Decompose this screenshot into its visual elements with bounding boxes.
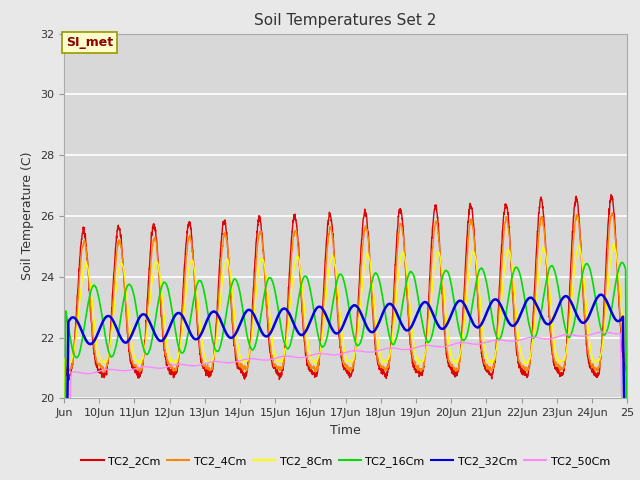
TC2_2Cm [617,335,625,341]
TC2_50Cm [418,343,426,349]
TC2_32Cm [468,317,476,323]
Line: TC2_4Cm: TC2_4Cm [64,213,627,480]
TC2_8Cm [537,252,545,258]
TC2_2Cm [468,204,476,210]
TC2_50Cm [600,329,608,335]
TC2_32Cm [504,317,511,323]
TC2_2Cm [418,371,426,377]
TC2_16Cm [537,310,545,315]
TC2_2Cm [537,194,545,200]
TC2_4Cm [175,350,183,356]
Y-axis label: Soil Temperature (C): Soil Temperature (C) [22,152,35,280]
TC2_4Cm [608,210,616,216]
TC2_32Cm [418,301,426,307]
TC2_50Cm [617,364,625,370]
TC2_50Cm [504,338,511,344]
Title: Soil Temperatures Set 2: Soil Temperatures Set 2 [255,13,436,28]
Text: SI_met: SI_met [66,36,113,49]
Line: TC2_2Cm: TC2_2Cm [64,195,627,480]
Line: TC2_32Cm: TC2_32Cm [64,295,627,480]
TC2_2Cm [504,204,511,210]
TC2_8Cm [418,360,426,365]
TC2_50Cm [537,336,545,341]
Legend: TC2_2Cm, TC2_4Cm, TC2_8Cm, TC2_16Cm, TC2_32Cm, TC2_50Cm: TC2_2Cm, TC2_4Cm, TC2_8Cm, TC2_16Cm, TC2… [77,451,614,471]
TC2_8Cm [610,240,618,246]
Line: TC2_8Cm: TC2_8Cm [64,243,627,480]
TC2_32Cm [537,312,545,318]
TC2_50Cm [468,341,476,347]
Line: TC2_50Cm: TC2_50Cm [64,332,627,480]
TC2_8Cm [468,252,476,258]
TC2_32Cm [598,292,605,298]
TC2_16Cm [618,260,626,265]
TC2_4Cm [617,325,625,331]
TC2_4Cm [468,218,476,224]
TC2_32Cm [175,310,183,316]
TC2_16Cm [504,302,511,308]
TC2_4Cm [537,215,545,220]
TC2_50Cm [175,361,183,367]
TC2_4Cm [418,366,426,372]
TC2_32Cm [617,317,625,323]
TC2_16Cm [617,261,625,266]
TC2_16Cm [175,347,183,352]
TC2_8Cm [504,248,511,254]
TC2_4Cm [504,218,511,224]
Line: TC2_16Cm: TC2_16Cm [64,263,627,480]
TC2_8Cm [175,348,183,354]
TC2_8Cm [617,299,625,304]
TC2_2Cm [623,364,631,370]
X-axis label: Time: Time [330,424,361,437]
TC2_2Cm [607,192,615,198]
TC2_16Cm [418,317,426,323]
TC2_2Cm [175,345,183,350]
TC2_16Cm [468,308,476,314]
